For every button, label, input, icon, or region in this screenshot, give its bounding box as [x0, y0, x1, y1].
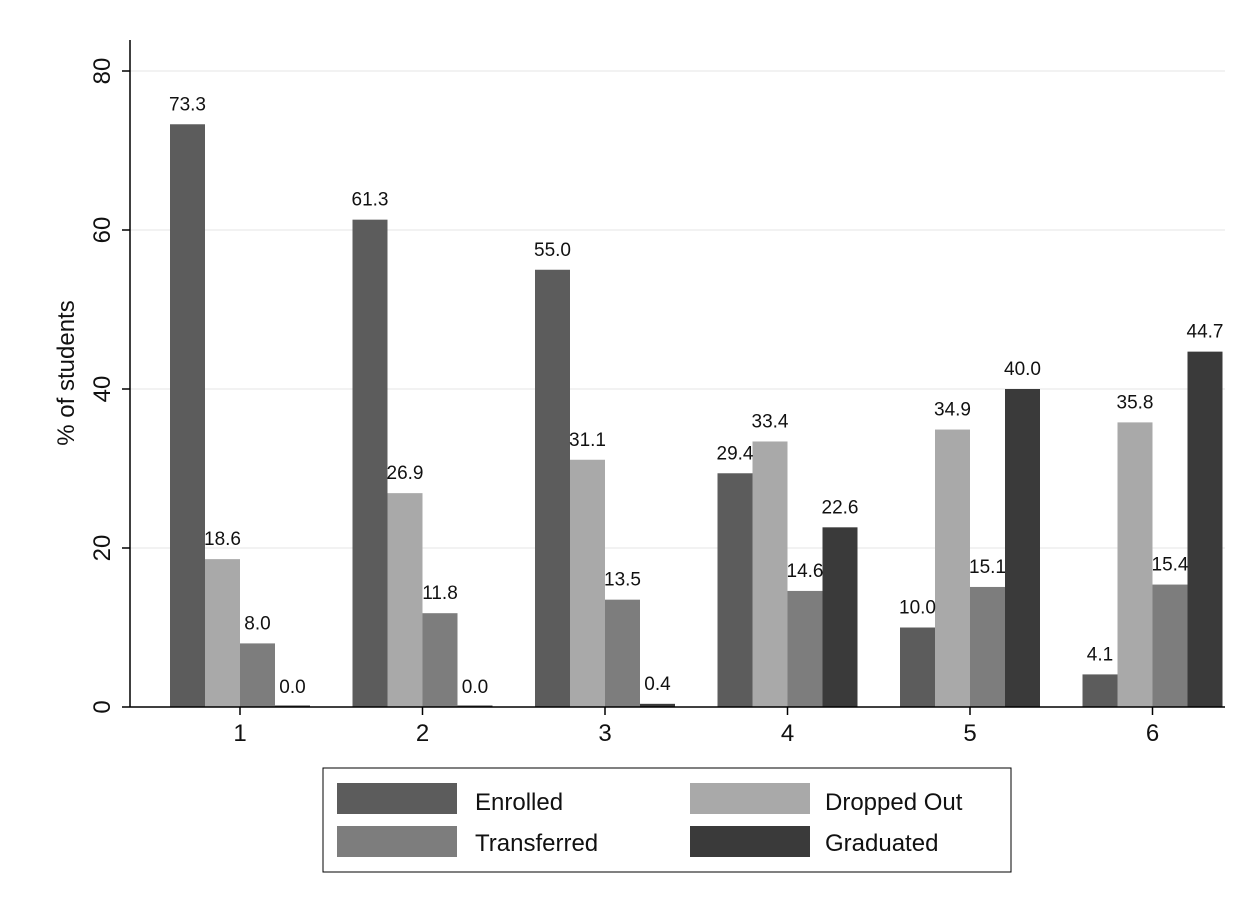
- y-axis-ticks: 0 20 40 60 80: [89, 58, 130, 714]
- legend-label: Transferred: [475, 830, 598, 857]
- data-labels: 73.3 18.6 8.0 0.0 61.3 26.9 11.8 0.0 55.0 31.1 13.…: [169, 94, 1223, 698]
- bar-value-label: 33.4: [752, 411, 789, 432]
- y-tick-label: 80: [89, 58, 116, 85]
- bar: [570, 459, 605, 707]
- legend-label: Dropped Out: [825, 789, 963, 816]
- bar-value-label: 22.6: [822, 497, 859, 518]
- y-tick-label: 20: [89, 535, 116, 562]
- x-tick-label: 6: [1146, 720, 1159, 747]
- legend: Enrolled Dropped Out Transferred Graduated: [322, 767, 1012, 873]
- bar-value-label: 15.1: [969, 557, 1006, 578]
- bar-value-label: 61.3: [352, 190, 389, 211]
- legend-label: Enrolled: [475, 789, 563, 816]
- bar: [717, 473, 753, 707]
- bar-value-label: 44.7: [1187, 322, 1224, 343]
- bar-value-label: 31.1: [569, 430, 606, 451]
- bar: [535, 269, 570, 707]
- bar: [1152, 584, 1188, 707]
- bar: [205, 559, 240, 707]
- y-tick-label: 40: [89, 376, 116, 403]
- bar-value-label: 14.6: [787, 561, 824, 582]
- bar: [240, 643, 275, 707]
- bar-value-label: 34.9: [934, 400, 971, 421]
- bar-value-label: 26.9: [387, 463, 424, 484]
- bar-value-label: 29.4: [717, 443, 754, 464]
- bar: [900, 627, 935, 707]
- bar-value-label: 18.6: [204, 529, 241, 550]
- legend-swatch: [690, 826, 810, 857]
- bar-value-label: 55.0: [534, 240, 571, 261]
- bar: [387, 493, 423, 707]
- bar: [935, 429, 970, 707]
- bars: [170, 124, 1223, 708]
- legend-label: Graduated: [825, 830, 938, 857]
- bar: [170, 124, 205, 707]
- bar: [605, 599, 640, 707]
- legend-swatch: [337, 783, 457, 814]
- x-tick-label: 1: [233, 720, 246, 747]
- bar-value-label: 10.0: [899, 598, 936, 619]
- bar-value-label: 40.0: [1004, 359, 1041, 380]
- bar-value-label: 8.0: [244, 613, 270, 634]
- bar: [422, 613, 458, 707]
- bar-value-label: 0.4: [644, 674, 671, 695]
- bar: [1187, 351, 1223, 707]
- legend-swatch: [337, 826, 457, 857]
- y-axis-title: % of students: [53, 300, 80, 445]
- bar: [787, 590, 823, 707]
- x-tick-label: 4: [781, 720, 794, 747]
- bar-value-label: 35.8: [1117, 392, 1154, 413]
- bar-value-label: 0.0: [462, 677, 488, 698]
- bar: [640, 703, 675, 707]
- bar-value-label: 11.8: [422, 583, 458, 604]
- bar-value-label: 4.1: [1087, 644, 1113, 665]
- y-tick-label: 60: [89, 217, 116, 244]
- y-tick-label: 0: [89, 700, 116, 713]
- bar: [970, 586, 1005, 707]
- bar-value-label: 0.0: [279, 677, 305, 698]
- bar: [352, 219, 388, 708]
- bar-value-label: 73.3: [169, 94, 206, 115]
- legend-swatch: [690, 783, 810, 814]
- bar-value-label: 13.5: [604, 570, 641, 591]
- x-tick-label: 5: [963, 720, 976, 747]
- x-tick-label: 3: [598, 720, 611, 747]
- bar: [1082, 674, 1118, 707]
- bar-value-label: 15.4: [1152, 555, 1189, 576]
- bar: [752, 441, 788, 707]
- plot-background: [130, 40, 1225, 707]
- x-axis-ticks: 1 2 3 4 5 6: [233, 707, 1159, 747]
- bar: [1117, 422, 1153, 707]
- bar: [1005, 389, 1040, 707]
- x-tick-label: 2: [416, 720, 429, 747]
- gridlines: [130, 70, 1225, 549]
- bar: [822, 527, 858, 707]
